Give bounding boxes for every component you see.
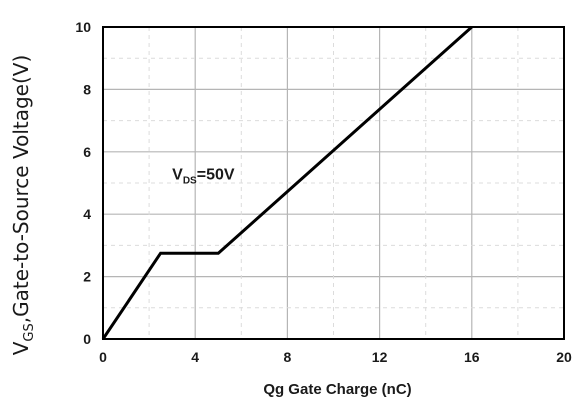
x-tick-label-1: 4 xyxy=(191,349,199,365)
x-tick-label-4: 16 xyxy=(464,349,480,365)
x-tick-label-3: 12 xyxy=(372,349,388,365)
y-axis-label: VGS,Gate-to-Source Voltage(V) xyxy=(9,55,37,356)
y-tick-label-5: 10 xyxy=(75,19,91,35)
y-tick-label-4: 8 xyxy=(83,81,91,97)
plot-frame xyxy=(102,26,565,340)
vds-annotation: VDS=50V xyxy=(172,167,235,187)
y-tick-label-2: 4 xyxy=(83,206,91,222)
series-line-vgs xyxy=(101,25,473,340)
x-tick-label-2: 8 xyxy=(284,349,292,365)
x-tick-label-5: 20 xyxy=(556,349,572,365)
y-tick-label-0: 0 xyxy=(83,331,91,347)
x-axis-label: Qg Gate Charge (nC) xyxy=(263,381,411,398)
y-tick-label-1: 2 xyxy=(83,269,91,285)
x-tick-label-0: 0 xyxy=(99,349,107,365)
tick-labels: 0 4 8 12 16 20 0 2 4 6 8 10 xyxy=(75,19,572,365)
y-tick-label-3: 6 xyxy=(83,144,91,160)
